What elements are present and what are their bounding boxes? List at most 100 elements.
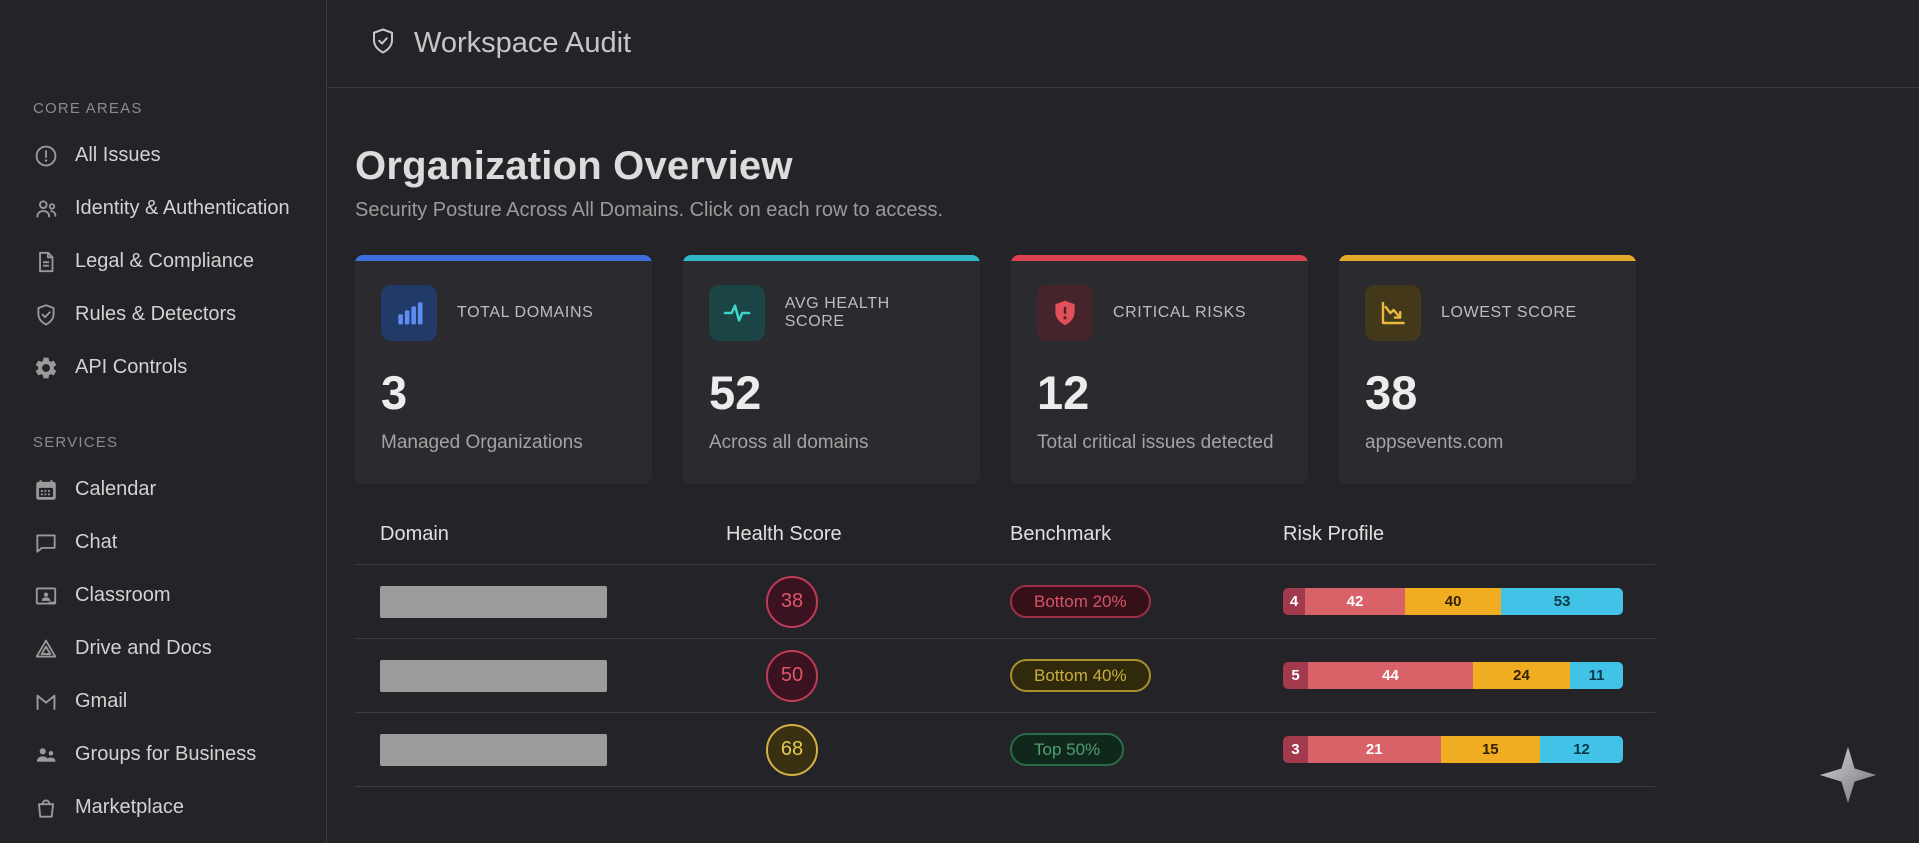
domain-redacted-block: [380, 659, 607, 692]
risk-segment-critical: 5: [1283, 662, 1309, 689]
shield-icon: [368, 26, 398, 61]
section-core-areas: CORE AREAS: [33, 100, 143, 117]
app-title: Workspace Audit: [414, 27, 632, 59]
alert-circle-icon: [33, 143, 59, 169]
sidebar-item-label: Legal & Compliance: [75, 250, 254, 272]
marketplace-bag-icon: [33, 795, 59, 821]
sidebar-item-label: Gmail: [75, 690, 128, 712]
benchmark-badge: Bottom 40%: [1010, 659, 1151, 692]
card-sublabel: Managed Organizations: [381, 432, 583, 453]
card-label: CRITICAL RISKS: [1113, 304, 1247, 321]
table-row[interactable]: 68 Top 50% 3 21 15 12: [355, 713, 1655, 787]
gmail-m-icon: [33, 689, 59, 715]
benchmark-badge: Bottom 20%: [1010, 585, 1151, 618]
sidebar-item-label: Marketplace: [75, 796, 184, 818]
stat-cards: TOTAL DOMAINS 3 Managed Organizations AV…: [355, 255, 1919, 484]
sidebar-item-calendar[interactable]: Calendar: [33, 463, 326, 516]
table-row[interactable]: 38 Bottom 20% 4 42 40 53: [355, 565, 1655, 639]
risk-segment-medium: 40: [1405, 588, 1502, 615]
card-accent-bar: [1011, 255, 1308, 261]
health-score-badge: 68: [766, 723, 818, 776]
domain-redacted-block: [380, 733, 607, 766]
sidebar-item-label: Drive and Docs: [75, 637, 212, 659]
sidebar-item-gmail[interactable]: Gmail: [33, 675, 326, 728]
calendar-icon: [33, 477, 59, 503]
health-score-badge: 38: [766, 575, 818, 628]
sidebar: CORE AREAS All Issues Identity & Authent…: [0, 0, 327, 843]
sidebar-item-label: Classroom: [75, 584, 171, 606]
column-header-benchmark: Benchmark: [1010, 522, 1112, 545]
card-value: 3: [381, 366, 408, 419]
column-header-domain: Domain: [380, 522, 449, 545]
sidebar-item-marketplace[interactable]: Marketplace: [33, 781, 326, 834]
card-value: 12: [1037, 366, 1090, 419]
domain-redacted-block: [380, 585, 607, 618]
card-value: 38: [1365, 366, 1418, 419]
gear-icon: [33, 355, 59, 381]
app-header: Workspace Audit: [327, 0, 1919, 88]
risk-segment-high: 42: [1305, 588, 1406, 615]
shield-check-icon: [33, 302, 59, 328]
shield-alert-icon: [1037, 285, 1093, 341]
health-score-badge: 50: [766, 649, 818, 702]
sidebar-item-classroom[interactable]: Classroom: [33, 569, 326, 622]
stat-card-critical-risks: CRITICAL RISKS 12 Total critical issues …: [1011, 255, 1308, 484]
content-column: Workspace Audit Organization Overview Se…: [327, 0, 1919, 843]
sparkle-icon[interactable]: [1818, 745, 1878, 805]
column-header-health-score: Health Score: [726, 522, 842, 545]
sidebar-item-label: Calendar: [75, 478, 157, 500]
risk-segment-critical: 3: [1283, 736, 1308, 763]
sidebar-item-label: Groups for Business: [75, 743, 257, 765]
chat-bubble-icon: [33, 530, 59, 556]
page-title: Organization Overview: [355, 144, 793, 188]
identity-users-icon: [33, 196, 59, 222]
stat-card-avg-health-score: AVG HEALTH SCORE 52 Across all domains: [683, 255, 980, 484]
risk-segment-medium: 24: [1472, 662, 1571, 689]
document-icon: [33, 249, 59, 275]
sidebar-item-label: Identity & Authentication: [75, 197, 290, 219]
risk-profile-bar: 5 44 24 11: [1283, 662, 1623, 689]
main-panel: Organization Overview Security Posture A…: [327, 88, 1919, 787]
sidebar-item-label: Chat: [75, 531, 118, 553]
card-label: AVG HEALTH SCORE: [784, 295, 890, 330]
risk-segment-high: 21: [1307, 736, 1441, 763]
stat-card-total-domains: TOTAL DOMAINS 3 Managed Organizations: [355, 255, 652, 484]
drive-triangle-icon: [33, 636, 59, 662]
sidebar-item-all-issues[interactable]: All Issues: [33, 129, 326, 182]
risk-segment-critical: 4: [1283, 588, 1305, 615]
classroom-icon: [33, 583, 59, 609]
risk-profile-bar: 4 42 40 53: [1283, 588, 1623, 615]
column-header-risk-profile: Risk Profile: [1283, 522, 1385, 545]
sidebar-item-label: All Issues: [75, 144, 161, 166]
sidebar-item-label: API Controls: [75, 356, 188, 378]
card-sublabel: Across all domains: [709, 432, 869, 453]
trend-down-icon: [1365, 285, 1421, 341]
card-label: TOTAL DOMAINS: [457, 304, 594, 321]
card-label: LOWEST SCORE: [1441, 304, 1577, 321]
risk-segment-low: 53: [1501, 588, 1623, 615]
benchmark-badge: Top 50%: [1010, 733, 1125, 766]
bar-chart-icon: [381, 285, 437, 341]
card-accent-bar: [1339, 255, 1636, 261]
domains-table: Domain Health Score Benchmark Risk Profi…: [355, 504, 1655, 787]
pulse-icon: [709, 285, 765, 341]
card-accent-bar: [355, 255, 652, 261]
sidebar-item-chat[interactable]: Chat: [33, 516, 326, 569]
risk-segment-high: 44: [1308, 662, 1473, 689]
card-accent-bar: [683, 255, 980, 261]
card-sublabel: appsevents.com: [1365, 432, 1504, 453]
sidebar-item-legal-compliance[interactable]: Legal & Compliance: [33, 235, 326, 288]
risk-segment-low: 12: [1540, 736, 1623, 763]
sidebar-item-rules-detectors[interactable]: Rules & Detectors: [33, 288, 326, 341]
sidebar-item-drive-and-docs[interactable]: Drive and Docs: [33, 622, 326, 675]
page-subtitle: Security Posture Across All Domains. Cli…: [355, 199, 944, 221]
sidebar-item-api-controls[interactable]: API Controls: [33, 341, 326, 394]
stat-card-lowest-score: LOWEST SCORE 38 appsevents.com: [1339, 255, 1636, 484]
sidebar-item-identity-authentication[interactable]: Identity & Authentication: [33, 182, 326, 235]
risk-segment-low: 11: [1570, 662, 1623, 689]
risk-segment-medium: 15: [1440, 736, 1541, 763]
table-row[interactable]: 50 Bottom 40% 5 44 24 11: [355, 639, 1655, 713]
sidebar-item-groups-for-business[interactable]: Groups for Business: [33, 728, 326, 781]
groups-people-icon: [33, 742, 59, 768]
